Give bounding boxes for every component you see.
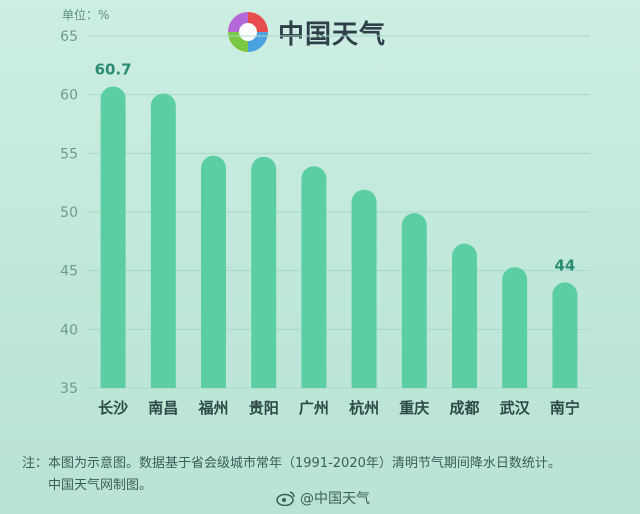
- bar: [201, 155, 226, 388]
- bar-base: [150, 375, 176, 388]
- unit-label: 单位：%: [62, 8, 110, 22]
- y-tick-label: 45: [60, 264, 78, 280]
- data-label: 44: [554, 256, 575, 274]
- x-category-label: 长沙: [98, 399, 128, 417]
- x-category-label: 福州: [197, 399, 228, 417]
- footnote: 注：本图为示意图。数据基于省会级城市常年（1991-2020年）清明节气期间降水…: [22, 453, 561, 497]
- bar: [502, 267, 528, 388]
- x-category-label: 广州: [299, 399, 329, 417]
- bar-base: [552, 375, 578, 388]
- bar: [100, 86, 126, 388]
- weibo-handle: @中国天气: [276, 488, 370, 508]
- bar-base: [301, 375, 327, 388]
- y-tick-label: 65: [60, 29, 78, 45]
- bar-base: [100, 375, 126, 388]
- bar: [351, 189, 377, 388]
- y-tick-label: 50: [60, 205, 78, 221]
- y-tick-label: 35: [60, 381, 78, 397]
- bar-base: [452, 375, 477, 388]
- y-tick-label: 55: [60, 146, 78, 162]
- bar: [150, 93, 176, 388]
- logo-text: 中国天气: [278, 19, 387, 50]
- footnote-line-1: 注：本图为示意图。数据基于省会级城市常年（1991-2020年）清明节气期间降水…: [22, 456, 561, 471]
- bar: [401, 213, 427, 388]
- x-category-label: 南昌: [148, 399, 178, 417]
- bar: [251, 156, 277, 388]
- x-category-label: 武汉: [500, 399, 531, 417]
- bar: [552, 282, 578, 388]
- x-category-label: 成都: [449, 399, 479, 417]
- bar: [301, 166, 327, 388]
- data-label: 60.7: [95, 60, 132, 78]
- x-category-label: 重庆: [399, 399, 429, 417]
- bar: [452, 243, 477, 388]
- bar-chart: 35 40 45 50 55 60 65 长沙 南昌 福州 贵阳 广州 杭州 重庆 成都 武汉 南宁 60.7 4…: [60, 29, 590, 417]
- footnote-line-2: 中国天气网制图。: [48, 478, 153, 493]
- bar-base: [401, 375, 427, 388]
- x-category-label: 南宁: [550, 399, 580, 417]
- weibo-handle-text: @中国天气: [300, 491, 370, 507]
- x-category-label: 贵阳: [249, 399, 279, 417]
- bar-base: [201, 375, 226, 388]
- bar-base: [502, 375, 528, 388]
- x-category-label: 杭州: [349, 399, 379, 417]
- weibo-icon: [276, 491, 295, 506]
- y-tick-label: 40: [60, 322, 78, 338]
- bar-base: [251, 375, 277, 388]
- bar-base: [351, 375, 377, 388]
- y-tick-label: 60: [60, 88, 78, 104]
